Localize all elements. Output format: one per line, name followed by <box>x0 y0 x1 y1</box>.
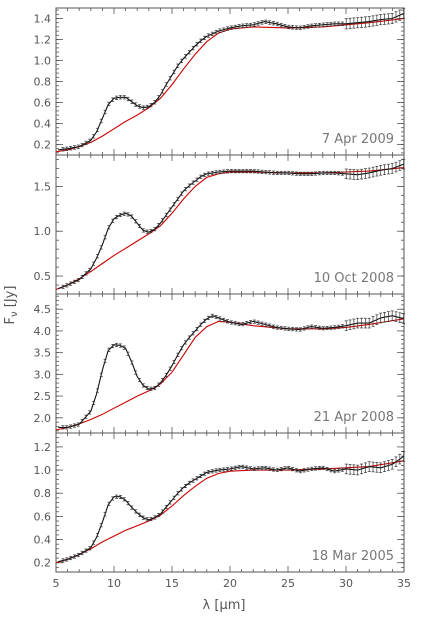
y-tick-label: 3.5 <box>34 347 52 360</box>
x-tick-label: 5 <box>53 577 60 590</box>
panel: 0.2 0.4 0.6 0.8 1.0 1.2 1.4 7 Apr 2009 <box>34 7 406 156</box>
panel-date-label: 18 Mar 2005 <box>312 549 394 564</box>
y-tick-label: 4.5 <box>34 303 52 316</box>
y-tick-label: 0.4 <box>34 118 52 131</box>
y-tick-label: 0.4 <box>34 534 52 547</box>
x-tick-label: 25 <box>281 577 295 590</box>
panel-date-label: 21 Apr 2008 <box>314 410 394 425</box>
y-tick-label: 1.4 <box>34 13 52 26</box>
panel: 0.5 1.0 1.5 10 Oct 2008 <box>34 154 406 295</box>
y-tick-label: 2.5 <box>34 390 52 403</box>
y-tick-label: 1.5 <box>34 180 52 193</box>
y-tick-label: 3.0 <box>34 368 52 381</box>
y-tick-label: 1.2 <box>34 441 52 454</box>
observed-spectrum <box>58 163 405 290</box>
y-tick-label: 1.2 <box>34 34 52 47</box>
y-tick-label: 0.2 <box>34 557 52 570</box>
observed-spectrum <box>58 12 405 151</box>
model-curve <box>55 318 405 431</box>
y-tick-label: 2.0 <box>34 412 52 425</box>
panel-date-label: 7 Apr 2009 <box>322 132 394 147</box>
y-tick-label: 0.5 <box>34 270 52 283</box>
y-tick-label: 0.6 <box>34 510 52 523</box>
x-tick-label: 20 <box>223 577 237 590</box>
y-tick-label: 1.0 <box>34 225 52 238</box>
y-axis-label: Fν [Jy] <box>3 286 20 325</box>
x-tick-label: 35 <box>397 577 411 590</box>
panels: 0.2 0.4 0.6 0.8 1.0 1.2 1.4 7 Apr 2009 0.5 1.0 1.5… <box>34 7 411 590</box>
observed-spectrum <box>58 455 405 563</box>
y-tick-label: 0.6 <box>34 97 52 110</box>
model-curve <box>55 167 405 291</box>
panel: 0.2 0.4 0.6 0.8 1.0 1.2 18 Mar 2005 <box>34 432 406 573</box>
panel-date-label: 10 Oct 2008 <box>314 271 394 286</box>
y-tick-label: 0.2 <box>34 139 52 152</box>
x-tick-label: 10 <box>107 577 121 590</box>
y-tick-label: 1.0 <box>34 55 52 68</box>
x-tick-label: 15 <box>165 577 179 590</box>
model-curve <box>55 460 405 564</box>
y-tick-label: 1.0 <box>34 464 52 477</box>
panel: 2.0 2.5 3.0 3.5 4.0 4.5 21 Apr 2008 <box>34 293 406 434</box>
y-tick-label: 0.8 <box>34 76 52 89</box>
x-tick-label: 30 <box>339 577 353 590</box>
y-tick-label: 0.8 <box>34 487 52 500</box>
y-tick-label: 4.0 <box>34 325 52 338</box>
x-axis-label: λ [μm] <box>203 598 246 613</box>
